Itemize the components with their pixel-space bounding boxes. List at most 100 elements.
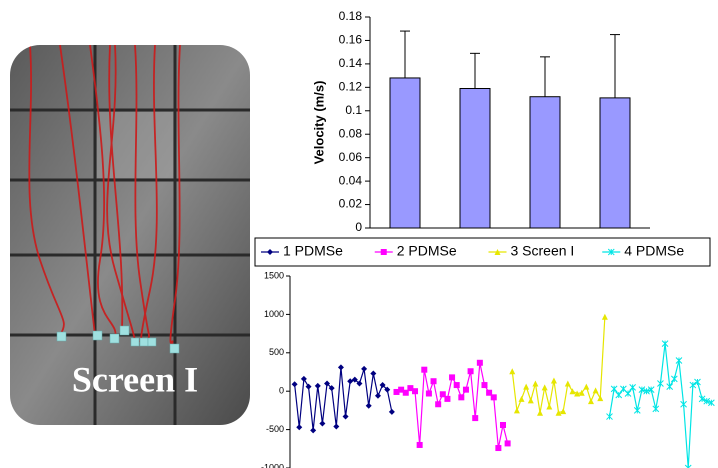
y-tick-label: -500: [266, 424, 284, 434]
legend-box: [254, 237, 711, 267]
y-tick-label: 0: [279, 386, 284, 396]
legend-label: 1 PDMSe: [283, 243, 343, 259]
marker: [532, 380, 539, 387]
legend-label: 2 PDMSe: [397, 243, 457, 259]
marker: [670, 375, 678, 383]
y-axis-label: Velocity (m/s): [311, 81, 326, 165]
marker: [504, 440, 511, 447]
marker: [476, 359, 483, 366]
marker: [467, 368, 474, 375]
marker: [435, 401, 442, 408]
marker: [490, 394, 497, 401]
series-line: [294, 367, 393, 431]
marker: [578, 389, 585, 396]
marker: [666, 383, 674, 390]
marker: [319, 420, 326, 427]
marker: [689, 381, 697, 389]
marker: [703, 397, 711, 405]
marker: [661, 340, 669, 347]
y-tick-label: 0.02: [339, 197, 363, 211]
y-tick-label: 0.12: [339, 80, 363, 94]
marker: [370, 370, 377, 377]
marker: [509, 368, 516, 375]
marker: [569, 388, 576, 395]
marker: [342, 413, 349, 420]
marker: [462, 386, 469, 393]
marker: [629, 384, 637, 391]
y-tick-label: 500: [269, 347, 284, 357]
marker: [267, 249, 273, 255]
marker: [314, 382, 321, 389]
marker: [494, 249, 501, 255]
marker: [472, 415, 479, 422]
marker: [351, 376, 358, 383]
photo-label: Screen I: [72, 359, 198, 399]
y-tick-label: 0.04: [339, 173, 363, 187]
marker: [624, 390, 632, 397]
marker: [444, 395, 451, 402]
marker: [694, 378, 701, 386]
marker: [698, 395, 706, 403]
marker: [633, 407, 641, 414]
marker: [546, 403, 553, 410]
marker: [597, 395, 604, 402]
marker: [458, 394, 465, 401]
marker: [675, 357, 683, 364]
y-tick-label: 1500: [264, 270, 284, 280]
marker: [607, 248, 615, 256]
marker: [574, 390, 581, 397]
marker: [486, 389, 493, 396]
marker: [412, 388, 419, 395]
marker: [449, 374, 456, 381]
marker: [425, 390, 432, 397]
marker: [615, 391, 623, 399]
marker: [402, 389, 409, 396]
marker: [291, 381, 298, 388]
y-tick-label: 0.18: [339, 9, 363, 23]
marker: [560, 408, 567, 415]
bar: [599, 97, 631, 229]
marker: [416, 441, 423, 448]
y-tick-label: 0.06: [339, 150, 363, 164]
marker: [356, 380, 363, 387]
marker: [518, 395, 525, 402]
marker: [388, 408, 395, 415]
marker: [430, 378, 437, 385]
marker: [337, 364, 344, 371]
marker: [523, 383, 530, 390]
marker: [453, 382, 460, 389]
marker: [393, 388, 400, 395]
y-tick-label: 0.14: [339, 56, 363, 70]
marker: [439, 391, 446, 398]
marker: [300, 375, 307, 382]
marker: [652, 405, 660, 413]
marker: [583, 383, 590, 390]
marker: [421, 366, 428, 373]
marker: [537, 409, 544, 416]
marker: [384, 386, 391, 393]
marker: [513, 407, 520, 414]
marker: [328, 385, 335, 392]
marker: [347, 378, 354, 385]
marker: [379, 382, 386, 389]
marker: [398, 386, 405, 393]
marker: [643, 387, 650, 395]
marker: [606, 413, 613, 420]
marker: [587, 398, 594, 405]
marker: [374, 392, 381, 399]
marker: [708, 399, 715, 407]
legend-label: 4 PDMSe: [624, 243, 684, 259]
marker: [500, 421, 506, 428]
y-tick-label: -1000: [261, 462, 284, 468]
marker: [610, 385, 618, 393]
photo: [10, 45, 250, 425]
marker: [564, 380, 571, 387]
marker: [380, 249, 387, 255]
y-tick-label: 1000: [264, 309, 284, 319]
marker: [684, 464, 692, 468]
bar: [459, 88, 491, 229]
y-tick-label: 0.16: [339, 33, 363, 47]
marker: [647, 386, 655, 394]
